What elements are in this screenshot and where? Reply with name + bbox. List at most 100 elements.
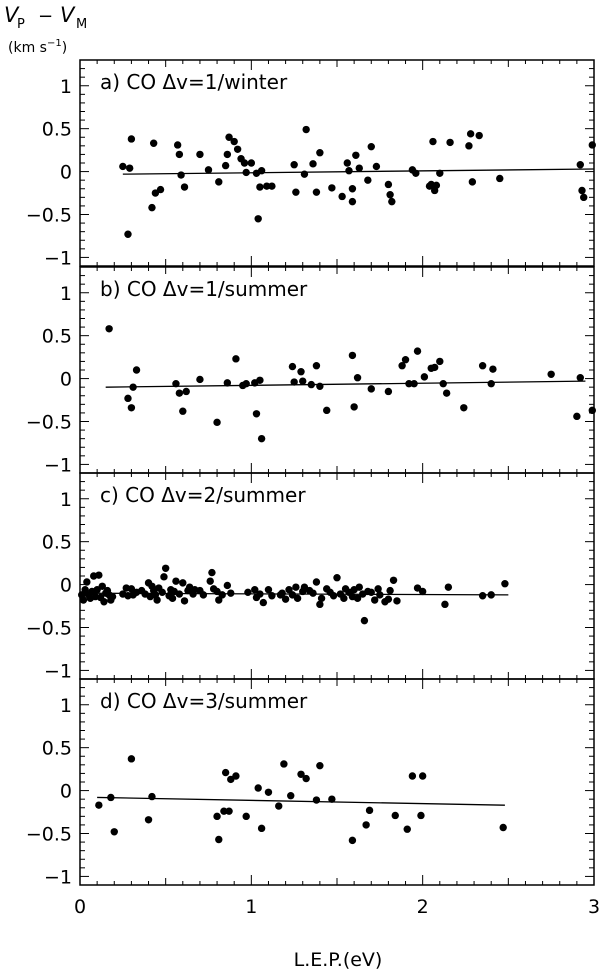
data-point	[309, 160, 317, 168]
panel-1: 1 0.5 0 −0.5 −1 a) CO Δv=1/winter	[26, 59, 596, 269]
data-point	[417, 811, 425, 820]
data-point	[280, 760, 288, 768]
data-point	[125, 164, 134, 172]
data-point	[389, 576, 398, 584]
data-point	[290, 161, 298, 169]
data-point	[208, 568, 216, 577]
data-point	[256, 590, 264, 598]
y-tick-label: 0	[60, 575, 72, 597]
data-point	[446, 138, 454, 147]
data-point	[108, 592, 117, 601]
data-point	[259, 598, 268, 607]
y-tick-label: 0	[60, 369, 72, 391]
data-point	[300, 170, 309, 178]
data-point	[348, 836, 357, 845]
data-point	[364, 176, 372, 184]
data-point	[240, 159, 249, 167]
data-point	[160, 573, 168, 581]
ylabel-main-2: V	[60, 3, 76, 27]
data-point	[275, 802, 283, 810]
data-point	[355, 583, 363, 591]
data-point	[309, 589, 317, 597]
data-point	[418, 772, 427, 780]
data-point	[79, 596, 88, 604]
data-point	[436, 169, 444, 177]
data-point	[588, 141, 596, 149]
data-point	[348, 197, 357, 206]
data-point	[173, 141, 182, 149]
data-point	[418, 587, 427, 596]
data-point	[268, 592, 276, 600]
data-point	[148, 792, 156, 801]
data-point	[348, 351, 357, 360]
y-tick-label: −1	[44, 454, 72, 476]
y-tick-label: 1	[60, 76, 72, 98]
data-point	[129, 383, 137, 391]
data-point	[119, 162, 127, 171]
data-point	[362, 821, 370, 829]
data-point	[256, 376, 264, 384]
data-point	[328, 184, 336, 192]
data-point	[360, 616, 369, 625]
y-tick-label: 0.5	[42, 532, 72, 554]
data-point	[168, 594, 177, 603]
data-point	[180, 183, 189, 191]
data-point	[127, 755, 136, 763]
data-point	[223, 379, 232, 387]
data-point	[391, 811, 399, 820]
data-point	[367, 142, 375, 151]
data-point	[227, 589, 235, 597]
data-point	[256, 183, 264, 191]
data-point	[410, 380, 418, 388]
data-point	[158, 588, 166, 597]
data-point	[353, 374, 362, 382]
data-point	[153, 596, 161, 604]
data-point	[439, 380, 447, 388]
data-point	[372, 162, 381, 171]
data-point	[213, 812, 221, 821]
data-point	[172, 577, 180, 585]
x-tick-label: 3	[588, 896, 600, 918]
data-point	[384, 180, 393, 189]
data-point	[430, 363, 439, 372]
data-point	[302, 774, 310, 783]
data-point	[110, 828, 118, 836]
data-point	[316, 382, 324, 391]
data-point	[367, 385, 375, 393]
y-tick-label: −0.5	[26, 205, 72, 227]
data-point	[263, 182, 271, 190]
panel-4: 10.50−0.5−10 1 2 3d) CO Δv=3/summer	[26, 678, 600, 918]
data-point	[312, 188, 321, 196]
data-point	[576, 374, 584, 382]
data-point	[124, 230, 132, 238]
data-point	[441, 600, 449, 609]
data-point	[316, 600, 324, 609]
data-point	[156, 185, 165, 194]
panels: 1 0.5 0 −0.5 −1 a) CO Δv=1/winter 1 0.5 0 −0.5 −1 b…	[26, 59, 600, 918]
data-point	[292, 188, 300, 196]
data-point	[281, 595, 290, 603]
data-point	[257, 167, 266, 175]
data-point	[230, 137, 238, 146]
data-point	[578, 186, 586, 195]
data-point	[376, 591, 384, 599]
data-point	[333, 574, 341, 582]
data-point	[405, 380, 413, 388]
data-point	[412, 169, 420, 177]
data-point	[244, 588, 252, 597]
data-point	[487, 380, 495, 388]
data-point	[293, 594, 302, 603]
data-point	[365, 806, 374, 815]
y-tick-label: −0.5	[26, 412, 72, 434]
data-point	[175, 389, 184, 397]
data-point	[95, 801, 103, 809]
ylabel-sub-p: P	[17, 17, 25, 32]
x-tick-label: 0	[74, 896, 86, 918]
data-point	[98, 582, 106, 590]
data-point	[466, 130, 475, 138]
ylabel-sub-m: M	[76, 17, 87, 32]
data-point	[264, 788, 273, 796]
panel-3: 1 0.5 0 −0.5 −1 c) CO Δv=2/summer	[26, 472, 595, 682]
ylabel-units: (km s−1)	[8, 38, 67, 56]
data-point	[196, 150, 204, 159]
